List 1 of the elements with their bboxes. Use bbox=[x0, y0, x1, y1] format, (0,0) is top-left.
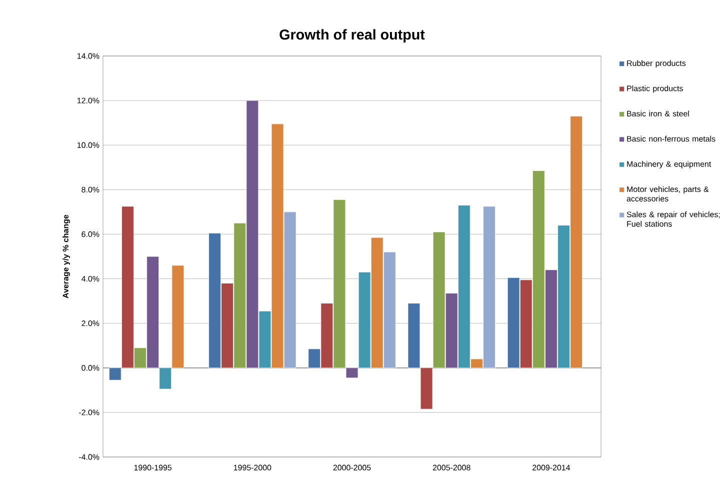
chart-title: Growth of real output bbox=[280, 29, 425, 43]
